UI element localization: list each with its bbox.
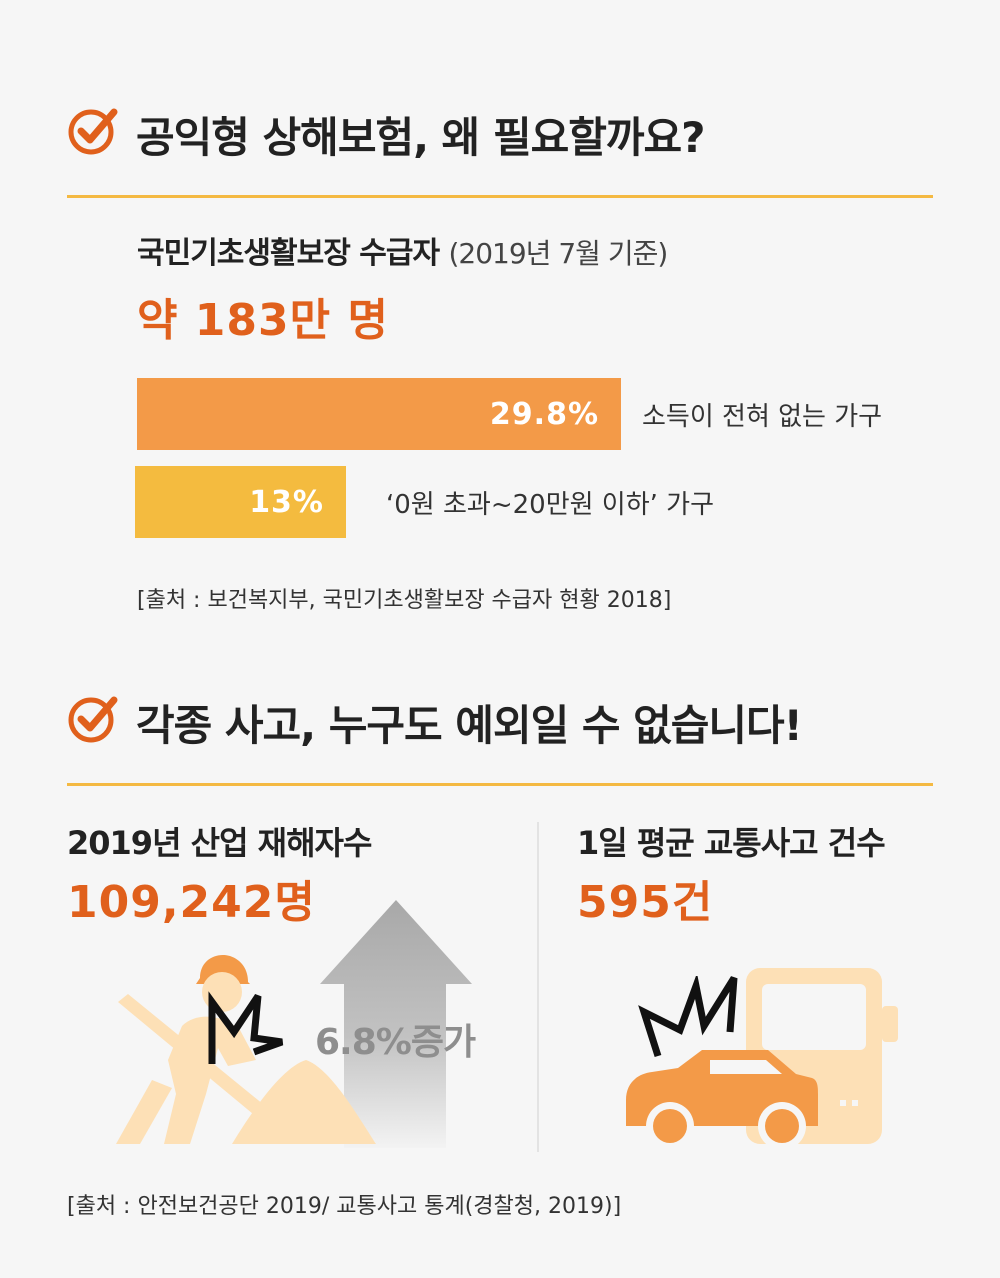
increase-rate-text: 6.8%증가 xyxy=(315,1022,476,1063)
bar-no-income: 29.8% xyxy=(137,378,621,450)
crash-spark-icon xyxy=(638,976,738,1058)
car-crash-icon xyxy=(626,976,818,1150)
section1-subtitle: 국민기초생활보장 수급자 (2019년 7월 기준) xyxy=(137,228,669,272)
up-arrow-icon xyxy=(320,900,472,1148)
check-circle-icon xyxy=(68,696,118,743)
recipients-date-note: (2019년 7월 기준) xyxy=(448,237,669,270)
section2-rule xyxy=(67,783,933,786)
bar-low-income-value: 13% xyxy=(249,484,324,520)
section1-heading: 공익형 상해보험, 왜 필요할까요? xyxy=(136,113,706,162)
recipients-total: 약 183만 명 xyxy=(137,295,389,346)
traffic-accident-title: 1일 평균 교통사고 건수 xyxy=(577,824,886,862)
check-circle-icon xyxy=(68,108,118,155)
bar-no-income-value: 29.8% xyxy=(489,396,599,432)
industrial-accident-value: 109,242명 xyxy=(67,877,316,928)
section2-source: [출처 : 안전보건공단 2019/ 교통사고 통계(경찰청, 2019)] xyxy=(67,1194,622,1219)
bar-no-income-label: 소득이 전혀 없는 가구 xyxy=(642,402,883,432)
column-divider xyxy=(537,822,539,1152)
section2-heading: 각종 사고, 누구도 예외일 수 없습니다! xyxy=(136,701,803,750)
section1-rule xyxy=(67,195,933,198)
spark-icon xyxy=(208,991,284,1064)
recipients-title: 국민기초생활보장 수급자 xyxy=(137,236,440,271)
section1-source: [출처 : 보건복지부, 국민기초생활보장 수급자 현황 2018] xyxy=(137,588,672,613)
bar-low-income-label: ‘0원 초과~20만원 이하’ 가구 xyxy=(386,490,715,520)
industrial-accident-title: 2019년 산업 재해자수 xyxy=(67,824,372,862)
traffic-accident-value: 595건 xyxy=(577,877,714,928)
bar-low-income: 13% xyxy=(135,466,346,538)
